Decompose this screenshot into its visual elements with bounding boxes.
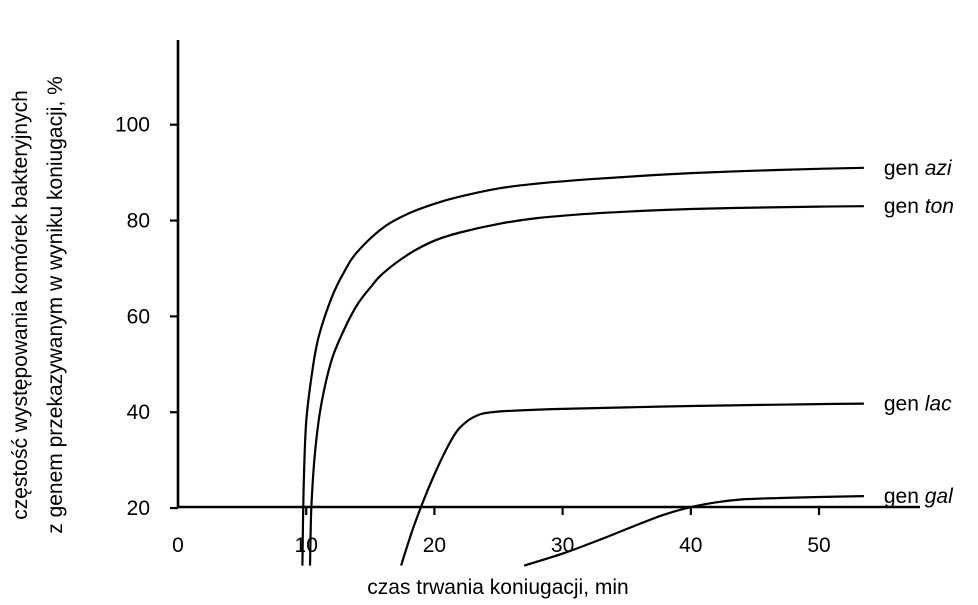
series-label-gene: gal: [925, 485, 954, 508]
series-label-azi: gen azi: [884, 157, 953, 180]
y-tick-label: 40: [127, 401, 150, 424]
x-axis-title: czas trwania koniugacji, min: [367, 576, 628, 599]
x-tick-label: 10: [295, 534, 318, 557]
x-tick-label: 0: [172, 534, 184, 557]
series-label-prefix: gen: [884, 393, 925, 416]
series-label-prefix: gen: [884, 157, 925, 180]
y-axis-title: częstość występowania komórek bakteryjny…: [9, 76, 67, 534]
series-line-ton: [308, 205, 864, 566]
y-tick-label: 100: [115, 114, 150, 137]
series-line-azi: [301, 166, 864, 566]
series-label-prefix: gen: [884, 485, 925, 508]
y-tick-label: 60: [127, 305, 150, 328]
y-axis-title-line1: częstość występowania komórek bakteryjny…: [9, 90, 32, 520]
series-label-gene: azi: [925, 157, 953, 180]
y-axis-title-line2: z genem przekazywanym w wyniku koniugacj…: [44, 76, 67, 534]
series-label-gal: gen gal: [884, 485, 954, 508]
series-label-ton: gen ton: [884, 195, 954, 218]
series-label-lac: gen lac: [884, 393, 952, 416]
y-tick-label: 20: [127, 497, 150, 520]
series-label-prefix: gen: [884, 195, 925, 218]
x-tick-label: 20: [423, 534, 446, 557]
axes: [176, 40, 920, 509]
x-tick-label: 40: [679, 534, 702, 557]
y-tick-label: 80: [127, 210, 150, 233]
series-line-lac: [400, 402, 864, 566]
series-label-gene: ton: [925, 195, 954, 218]
series-line-gal: [523, 495, 864, 567]
series-label-gene: lac: [925, 393, 952, 416]
x-tick-label: 50: [807, 534, 830, 557]
